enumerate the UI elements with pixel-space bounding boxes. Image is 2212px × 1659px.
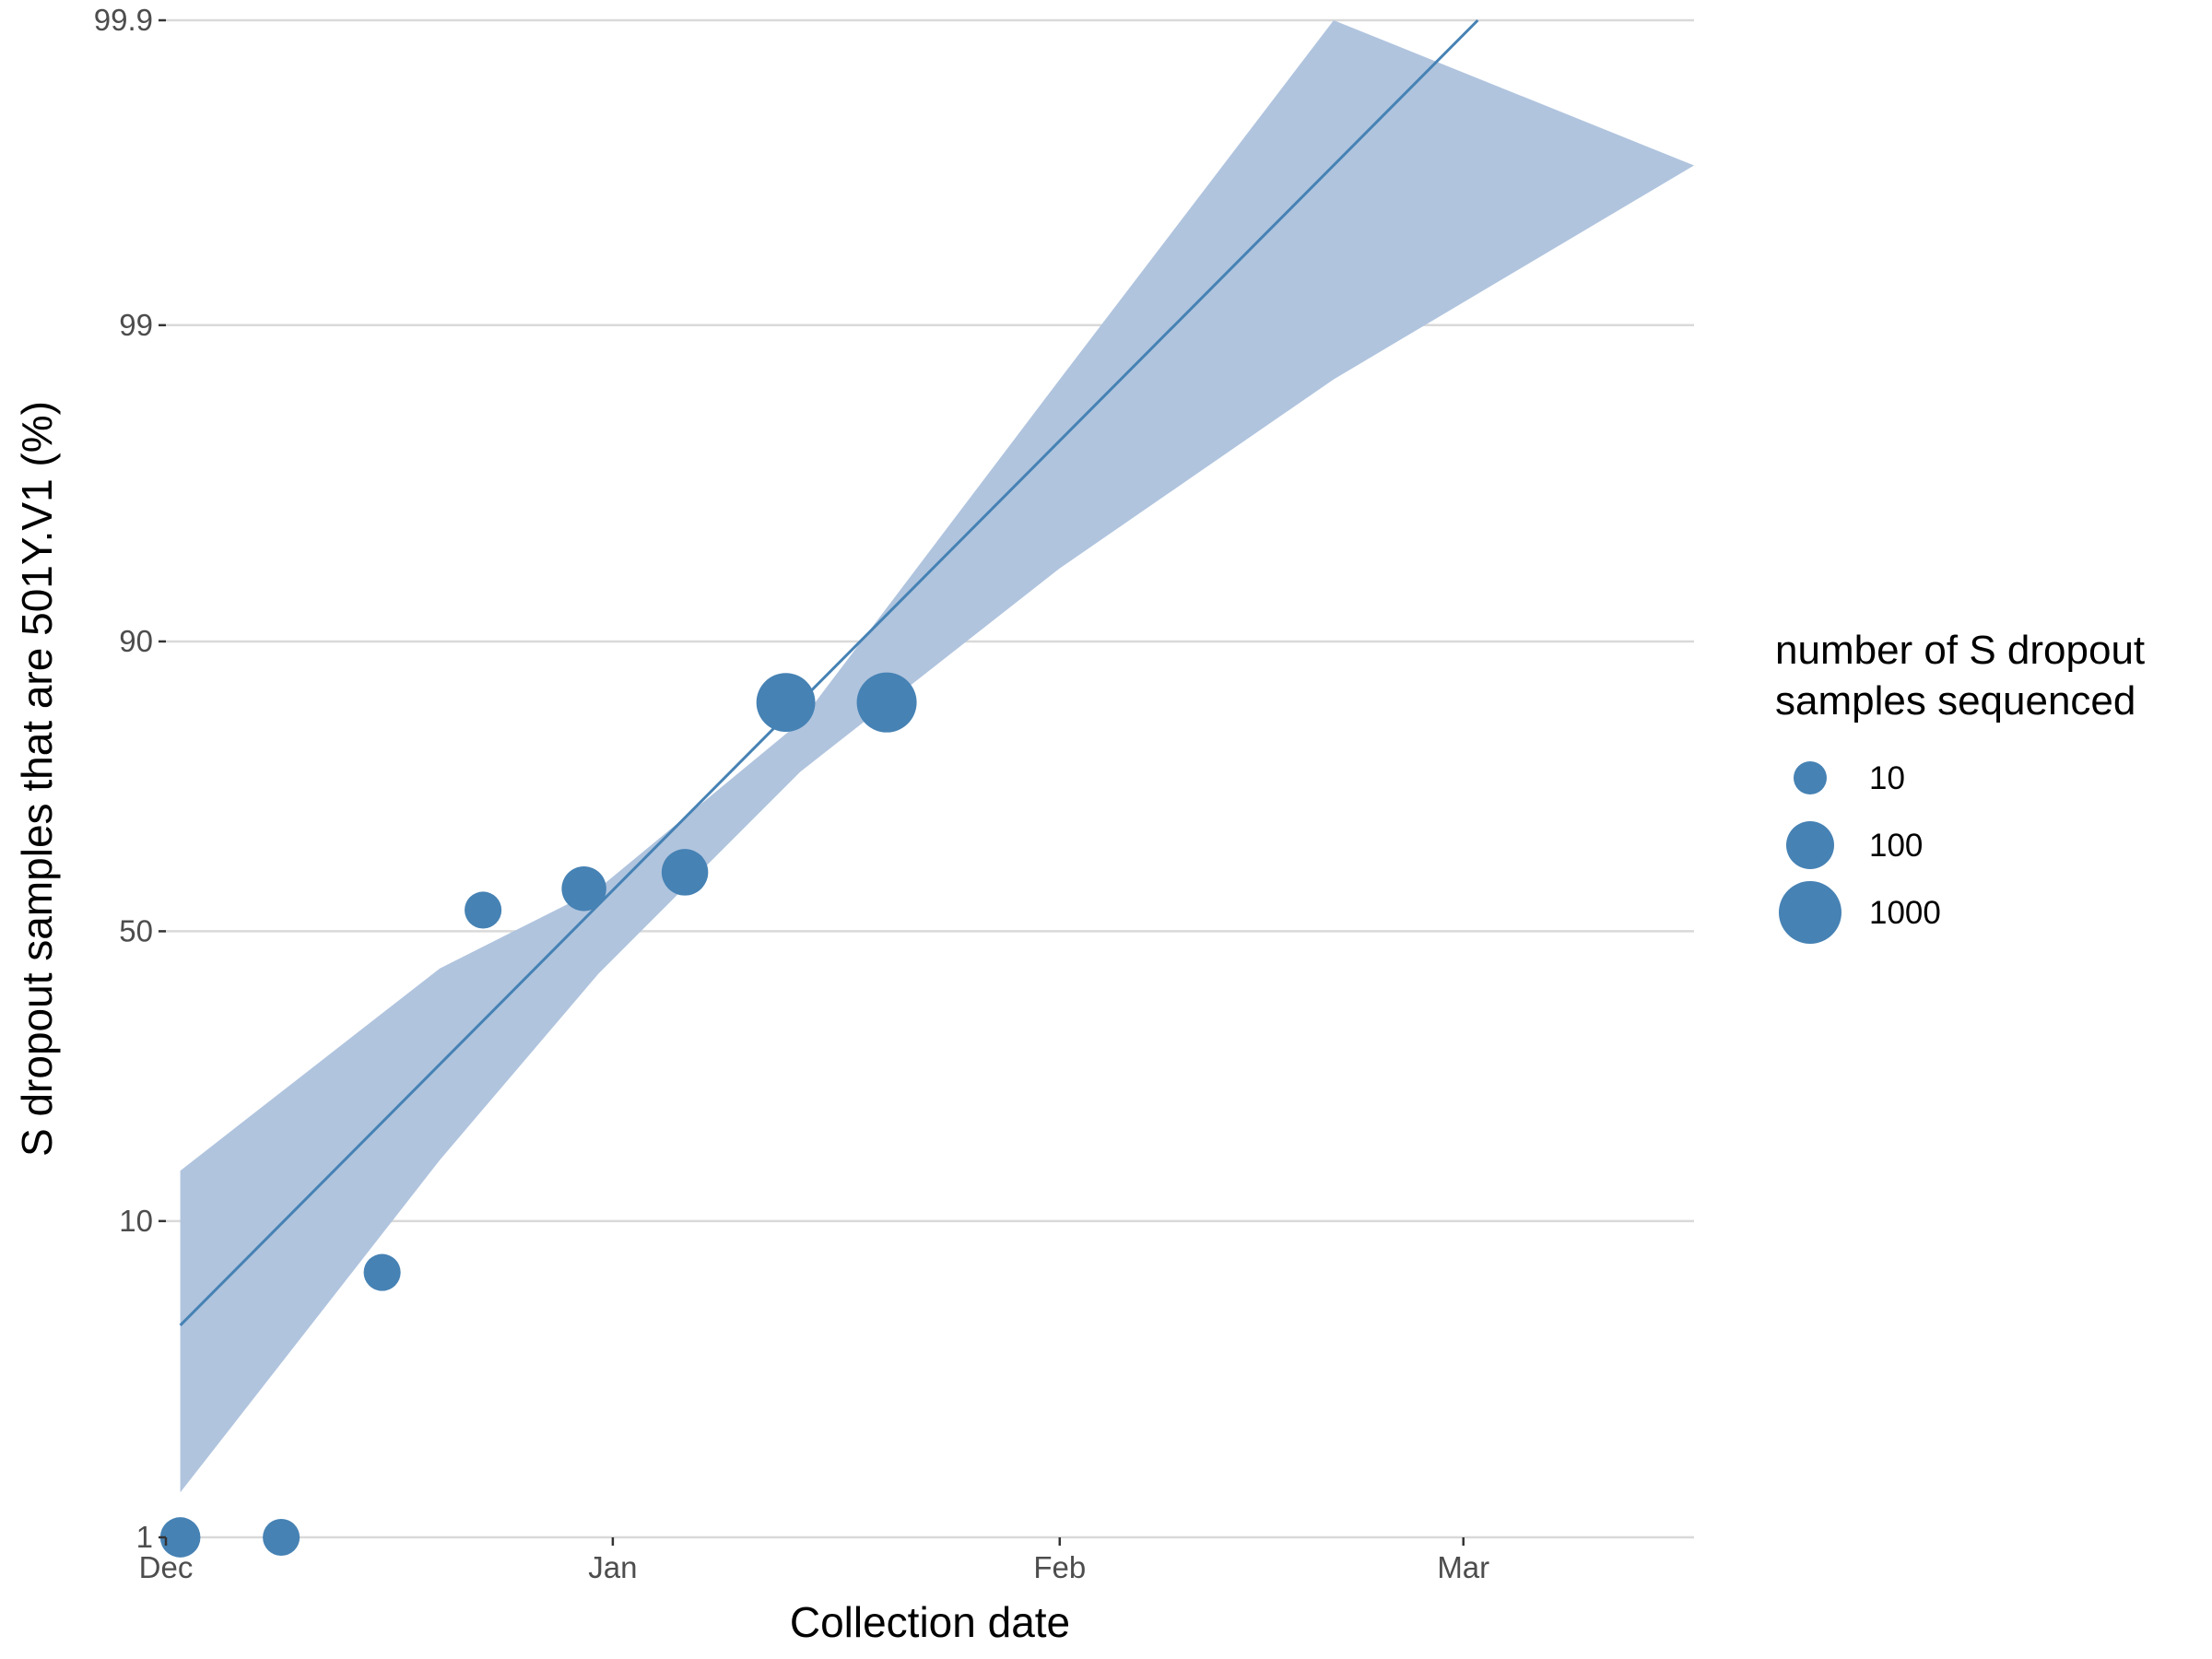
grid-layer: [166, 18, 1694, 1539]
data-point: [363, 1253, 401, 1291]
legend: number of S dropout samples sequenced 10…: [1775, 628, 2145, 944]
data-point: [561, 865, 606, 912]
data-point: [465, 891, 502, 929]
legend-key-circle: [1786, 821, 1834, 869]
confidence-ribbon: [180, 20, 1695, 1493]
legend-key-circle: [1779, 881, 1841, 944]
legend-title-line-1: number of S dropout: [1775, 628, 2145, 673]
legend-key-label: 1000: [1869, 895, 1941, 931]
fit-line: [179, 18, 1479, 1326]
y-tick-label: 99.9: [94, 3, 153, 37]
data-point: [856, 672, 917, 733]
data-point: [263, 1518, 300, 1557]
points-layer: [159, 672, 917, 1558]
y-axis-title: S dropout samples that are 501Y.V1 (%): [13, 401, 61, 1157]
y-tick-label: 50: [119, 913, 153, 947]
legend-key-circle: [1794, 761, 1827, 794]
legend-key-label: 10: [1869, 760, 1905, 796]
y-tick-label: 90: [119, 624, 153, 658]
x-tick-label: Dec: [139, 1550, 194, 1584]
x-tick-label: Jan: [588, 1550, 637, 1584]
data-point: [756, 673, 816, 733]
data-point: [159, 1517, 201, 1558]
x-axis-title: Collection date: [790, 1598, 1070, 1646]
y-tick-label: 1: [136, 1520, 153, 1554]
x-tick-label: Feb: [1033, 1550, 1086, 1584]
legend-title-line-2: samples sequenced: [1775, 678, 2136, 724]
axis-layer: 1 10 50 90 99 99.9 Dec Jan Feb Mar: [94, 3, 1489, 1584]
data-point: [661, 849, 709, 896]
legend-key-label: 100: [1869, 828, 1923, 864]
y-tick-label: 99: [119, 308, 153, 342]
x-tick-label: Mar: [1437, 1550, 1489, 1584]
y-tick-label: 10: [119, 1204, 153, 1238]
